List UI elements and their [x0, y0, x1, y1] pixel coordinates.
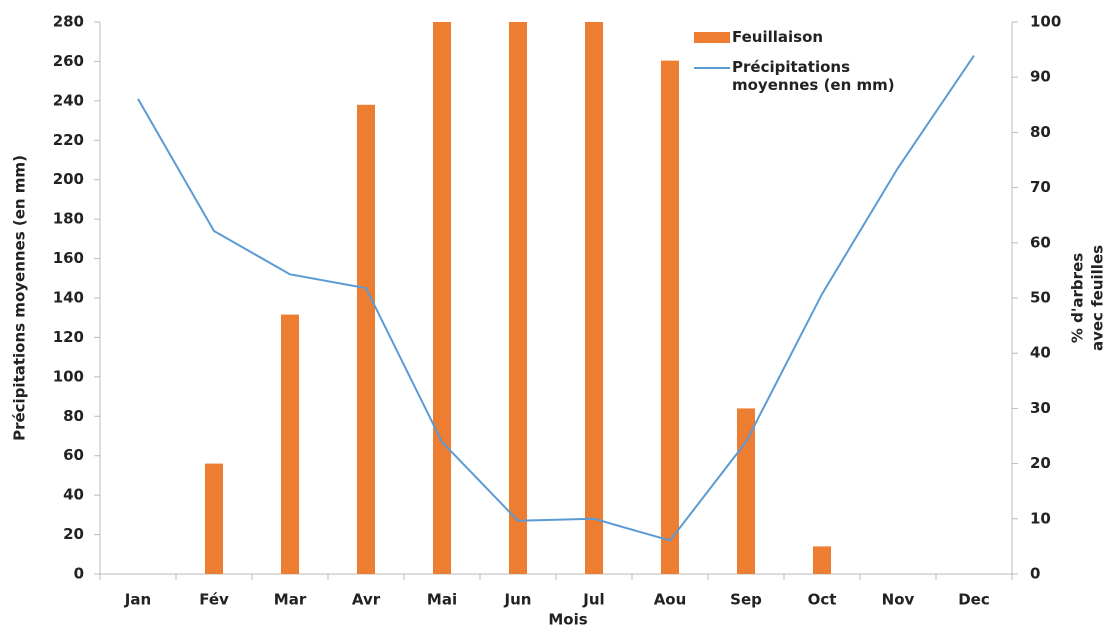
- y2-tick-label: 80: [1030, 123, 1051, 141]
- y2-axis-label: avec feuilles: [1089, 245, 1107, 351]
- line: [137, 54, 975, 542]
- y-tick-label: 100: [53, 367, 84, 385]
- y-tick-label: 60: [63, 446, 84, 464]
- x-tick-label: Jun: [504, 591, 532, 609]
- bar: [205, 463, 223, 574]
- y-tick-label: 120: [53, 328, 84, 346]
- bar: [509, 22, 527, 574]
- bar: [813, 546, 831, 574]
- y-tick-label: 240: [53, 91, 84, 109]
- y2-tick-label: 90: [1030, 68, 1051, 86]
- bar: [281, 314, 299, 574]
- x-tick-label: Oct: [808, 591, 837, 609]
- bar: [737, 408, 755, 574]
- y-axis-label: Précipitations moyennes (en mm): [11, 155, 29, 441]
- x-tick-label: Nov: [882, 591, 915, 609]
- y2-tick-label: 30: [1030, 399, 1051, 417]
- legend-swatch: [694, 67, 730, 69]
- y2-tick-label: 40: [1030, 344, 1051, 362]
- y2-tick-label: 10: [1030, 509, 1051, 527]
- y2-tick-label: 20: [1030, 454, 1051, 472]
- y2-tick-label: 60: [1030, 233, 1051, 251]
- x-tick-label: Aou: [654, 591, 687, 609]
- legend-label: Feuillaison: [732, 28, 824, 46]
- x-tick-label: Fév: [199, 591, 229, 609]
- x-tick-label: Jan: [124, 591, 151, 609]
- y2-tick-label: 100: [1030, 13, 1061, 31]
- y-tick-label: 220: [53, 131, 84, 149]
- legend-swatch: [694, 32, 730, 43]
- y2-tick-label: 50: [1030, 289, 1051, 307]
- legend-entry: Feuillaison: [694, 28, 914, 46]
- x-tick-label: Jul: [582, 591, 604, 609]
- legend-entry: Précipitations moyennes (en mm): [694, 58, 914, 94]
- y2-tick-label: 0: [1030, 565, 1040, 583]
- y-tick-label: 80: [63, 407, 84, 425]
- bar: [585, 22, 603, 574]
- y2-tick-label: 70: [1030, 178, 1051, 196]
- bar: [433, 22, 451, 574]
- y-tick-label: 20: [63, 525, 84, 543]
- x-tick-label: Dec: [958, 591, 990, 609]
- x-axis-label: Mois: [548, 611, 587, 629]
- y-tick-label: 40: [63, 486, 84, 504]
- y-tick-label: 0: [74, 565, 84, 583]
- legend: Feuillaison Précipitations moyennes (en m…: [694, 28, 914, 106]
- y2-axis-label: % d'arbres: [1069, 253, 1087, 343]
- x-tick-label: Mar: [274, 591, 307, 609]
- y-tick-label: 260: [53, 52, 84, 70]
- bar: [357, 104, 375, 575]
- bar: [661, 60, 679, 574]
- x-tick-label: Avr: [352, 591, 381, 609]
- legend-label: Précipitations moyennes (en mm): [732, 58, 895, 94]
- y-tick-label: 180: [53, 210, 84, 228]
- y-tick-label: 160: [53, 249, 84, 267]
- y-tick-label: 280: [53, 13, 84, 31]
- y-tick-label: 200: [53, 170, 84, 188]
- x-tick-label: Sep: [730, 591, 762, 609]
- x-tick-label: Mai: [427, 591, 457, 609]
- y-tick-label: 140: [53, 289, 84, 307]
